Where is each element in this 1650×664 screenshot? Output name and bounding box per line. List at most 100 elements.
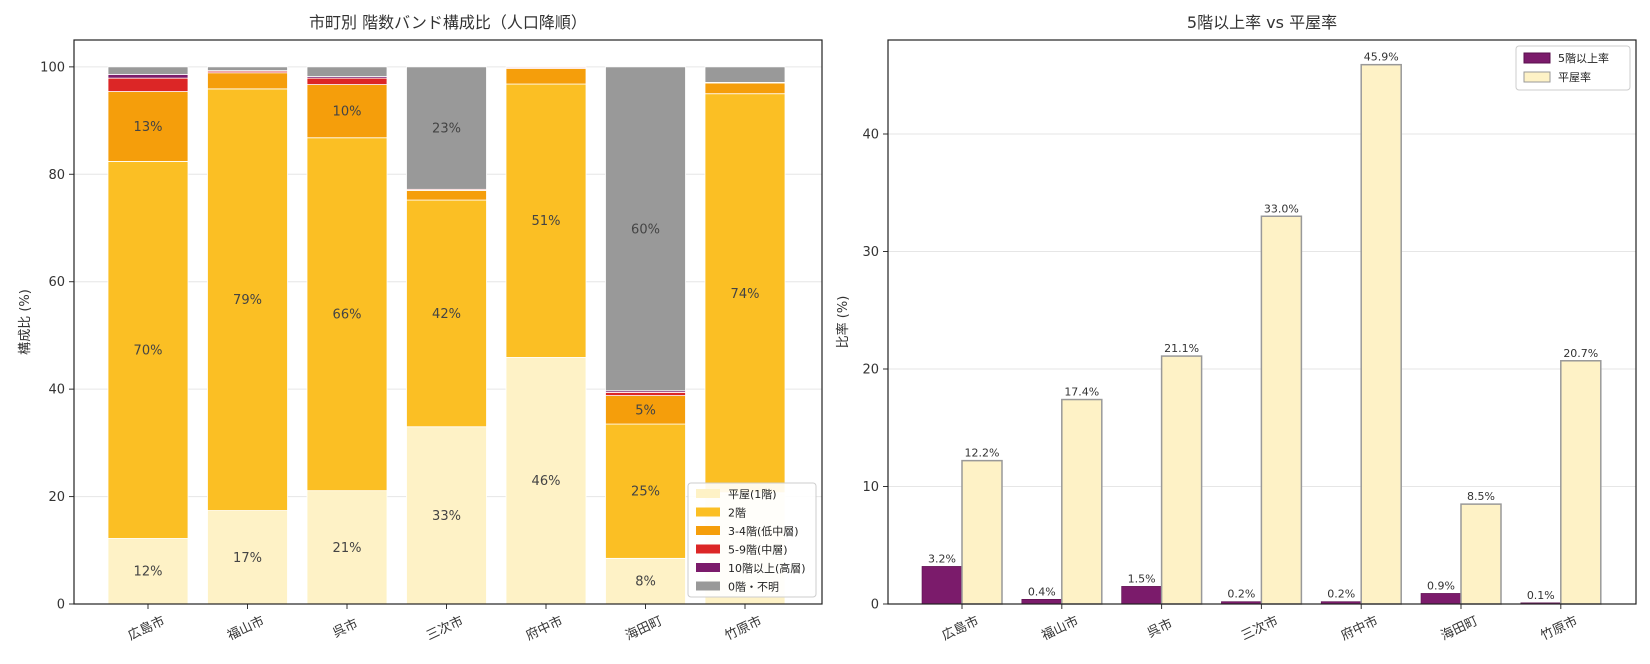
bar-segment-label: 46% bbox=[532, 474, 561, 489]
y-tick-label: 40 bbox=[862, 128, 879, 143]
y-tick-label: 40 bbox=[48, 383, 65, 398]
y-tick-label: 80 bbox=[48, 168, 65, 183]
legend-swatch bbox=[696, 563, 720, 572]
y-axis-label: 比率 (%) bbox=[835, 296, 851, 349]
bar-segment bbox=[306, 84, 388, 139]
legend-swatch bbox=[696, 544, 720, 554]
bar-segment bbox=[406, 199, 487, 428]
bar bbox=[1121, 586, 1162, 605]
y-tick-label: 30 bbox=[862, 245, 879, 260]
x-tick-label: 府中市 bbox=[523, 613, 565, 644]
bar-segment-label: 12% bbox=[134, 565, 163, 580]
x-tick-label: 呉市 bbox=[330, 616, 360, 641]
bar-segment bbox=[505, 68, 587, 85]
legend-label: 平屋(1階) bbox=[728, 487, 777, 501]
bar bbox=[1360, 63, 1402, 605]
bar-segment bbox=[306, 66, 388, 77]
bar bbox=[1420, 593, 1462, 605]
chart-title: 5階以上率 vs 平屋率 bbox=[1187, 13, 1337, 32]
bar-segment bbox=[107, 160, 189, 539]
bar-segment bbox=[605, 391, 686, 396]
bar-segment-label: 60% bbox=[631, 222, 660, 237]
bar-segment bbox=[207, 66, 288, 72]
bar-segment-label: 25% bbox=[631, 485, 660, 500]
bar-segment bbox=[306, 137, 388, 492]
bar-segment bbox=[107, 77, 189, 92]
legend-label: 平屋率 bbox=[1558, 70, 1591, 84]
bar-segment bbox=[406, 189, 487, 201]
bar-segment-label: 8% bbox=[635, 575, 656, 590]
bar-segment-label: 13% bbox=[134, 120, 163, 135]
bar-segment-label: 51% bbox=[532, 214, 561, 229]
legend: 平屋(1階) 2階 3-4階(低中層) 5-9階(中層) 10階以上(高層) 0階・不明 bbox=[687, 482, 817, 598]
bar-segment bbox=[505, 83, 587, 358]
legend-swatch bbox=[696, 489, 720, 498]
bar-value-label: 12.2% bbox=[965, 447, 1000, 460]
y-axis-label: 構成比 (%) bbox=[18, 289, 33, 355]
legend-swatch bbox=[696, 526, 720, 535]
bar-value-label: 0.2% bbox=[1327, 588, 1355, 601]
bar-segment-label: 5% bbox=[635, 403, 656, 418]
bar-segment bbox=[605, 423, 686, 559]
bar-segment-label: 66% bbox=[333, 308, 362, 323]
bar-segment bbox=[107, 66, 189, 75]
x-tick-label: 府中市 bbox=[1338, 613, 1380, 644]
legend-label: 2階 bbox=[728, 506, 746, 520]
legend-label: 3-4階(低中層) bbox=[728, 524, 799, 538]
bar-value-label: 0.1% bbox=[1527, 589, 1555, 602]
stacked-bar-chart: 0 20 40 60 80 100 12% 70% 13% 広島市 17% 79% 福山市 21% 66% 1… bbox=[18, 13, 823, 644]
bar-segment bbox=[605, 557, 686, 605]
grouped-bar-chart: 0 10 20 30 40 3.2% 12.2% 広島市 0.4% 17.4% 福山市 1.5% 21.… bbox=[835, 13, 1637, 644]
bar-segment bbox=[207, 72, 288, 90]
bar-segment-label: 42% bbox=[432, 307, 461, 322]
x-tick-label: 竹原市 bbox=[722, 613, 764, 644]
y-tick-label: 20 bbox=[862, 363, 879, 378]
bar-segment bbox=[107, 73, 189, 79]
x-tick-label: 広島市 bbox=[939, 613, 981, 644]
bar-value-label: 45.9% bbox=[1364, 51, 1399, 64]
bar-segment-label: 33% bbox=[432, 509, 461, 524]
bar-segment bbox=[605, 66, 686, 392]
bar bbox=[961, 459, 1003, 605]
bar bbox=[1260, 215, 1303, 605]
y-tick-label: 100 bbox=[40, 60, 65, 75]
y-tick-label: 60 bbox=[48, 275, 65, 290]
legend-label: 5階以上率 bbox=[1558, 51, 1609, 65]
bar-segment-label: 10% bbox=[333, 105, 362, 120]
bar bbox=[1560, 360, 1602, 605]
legend-swatch bbox=[696, 581, 720, 591]
legend-swatch bbox=[1523, 71, 1551, 83]
bar-segment bbox=[406, 66, 487, 190]
plot-frame bbox=[73, 39, 823, 605]
bar-segment bbox=[306, 77, 388, 85]
y-tick-label: 20 bbox=[48, 490, 65, 505]
legend-swatch bbox=[1523, 52, 1551, 64]
bar-value-label: 3.2% bbox=[928, 552, 956, 565]
x-tick-label: 福山市 bbox=[1039, 613, 1081, 644]
plot-frame bbox=[887, 39, 1637, 605]
bar bbox=[1460, 503, 1502, 605]
bar-segment bbox=[704, 82, 786, 95]
x-tick-label: 竹原市 bbox=[1538, 613, 1580, 644]
bar bbox=[1021, 598, 1063, 605]
x-tick-label: 海田町 bbox=[1439, 614, 1481, 644]
bar-segment bbox=[207, 88, 288, 511]
bar-value-label: 17.4% bbox=[1064, 386, 1099, 399]
bar-segment bbox=[505, 66, 587, 68]
x-tick-label: 広島市 bbox=[125, 613, 167, 644]
bar-value-label: 0.4% bbox=[1028, 585, 1056, 598]
bar-value-label: 0.9% bbox=[1427, 579, 1455, 592]
legend-label: 0階・不明 bbox=[728, 580, 779, 594]
y-tick-label: 0 bbox=[57, 598, 65, 613]
bar bbox=[1160, 355, 1203, 605]
bar-segment bbox=[107, 538, 189, 605]
bar-segment bbox=[704, 93, 786, 494]
x-tick-label: 海田町 bbox=[623, 614, 665, 644]
bar-value-label: 33.0% bbox=[1264, 202, 1299, 215]
x-tick-label: 三次市 bbox=[1239, 613, 1281, 644]
bar-value-label: 1.5% bbox=[1128, 572, 1156, 585]
bar-value-label: 8.5% bbox=[1467, 490, 1495, 503]
